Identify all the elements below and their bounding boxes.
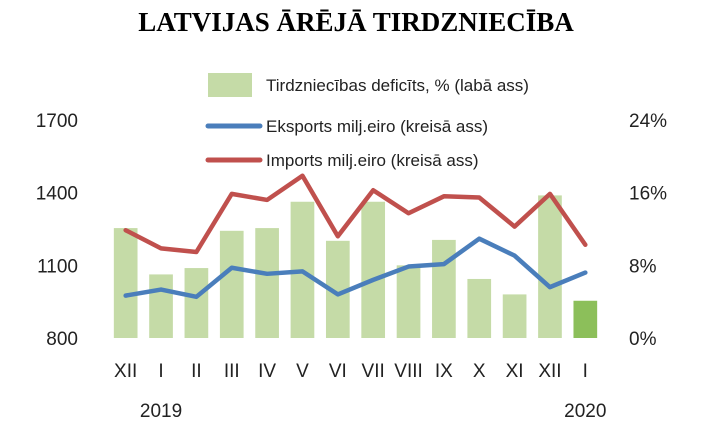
legend-swatch-deficit bbox=[208, 73, 252, 97]
year-label: 2019 bbox=[140, 401, 182, 422]
year-label: 2020 bbox=[564, 401, 606, 422]
left-tick-label: 1700 bbox=[36, 111, 78, 132]
x-tick-label: I bbox=[583, 361, 588, 382]
legend: Tirdzniecības deficīts, % (labā ass) Eksp… bbox=[205, 73, 529, 170]
right-tick-label: 16% bbox=[629, 184, 667, 205]
right-tick-label: 8% bbox=[629, 256, 657, 277]
deficit-bar bbox=[149, 274, 173, 338]
deficit-bar bbox=[432, 239, 456, 338]
left-axis-ticks: 800 1100 1400 1700 bbox=[36, 111, 78, 350]
deficit-bar bbox=[113, 228, 138, 338]
x-tick-label: I bbox=[158, 361, 163, 382]
deficit-bar bbox=[538, 195, 562, 338]
deficit-bar bbox=[325, 240, 350, 338]
deficit-bar bbox=[255, 228, 279, 338]
right-tick-label: 0% bbox=[629, 329, 657, 350]
deficit-bar bbox=[467, 278, 492, 338]
trade-lines bbox=[123, 173, 588, 300]
x-tick-label: XII bbox=[114, 361, 137, 382]
deficit-bars bbox=[113, 195, 598, 338]
x-tick-label: III bbox=[224, 361, 240, 382]
deficit-bar bbox=[502, 294, 527, 338]
year-labels: 2019 2020 bbox=[140, 401, 607, 422]
legend-label: Tirdzniecības deficīts, % (labā ass) bbox=[266, 76, 529, 95]
x-tick-label: IX bbox=[435, 361, 453, 382]
deficit-bar bbox=[184, 268, 209, 338]
x-tick-label: X bbox=[473, 361, 486, 382]
left-tick-label: 1400 bbox=[36, 184, 78, 205]
legend-label: Eksports milj.eiro (kreisā ass) bbox=[266, 117, 488, 136]
left-tick-label: 1100 bbox=[37, 256, 78, 277]
right-tick-label: 24% bbox=[629, 111, 667, 132]
x-tick-label: XI bbox=[506, 361, 524, 382]
x-tick-label: XII bbox=[538, 361, 561, 382]
deficit-bar bbox=[396, 265, 421, 338]
x-tick-label: VI bbox=[329, 361, 347, 382]
x-tick-label: II bbox=[191, 361, 202, 382]
x-axis-ticks: XII I II III IV V VI VII VIII IX X XI XII I bbox=[114, 361, 588, 382]
exports-line bbox=[123, 236, 588, 300]
x-tick-label: IV bbox=[258, 361, 276, 382]
x-tick-label: V bbox=[296, 361, 309, 382]
deficit-bar bbox=[219, 230, 244, 338]
x-tick-label: VII bbox=[362, 361, 385, 382]
chart-title: LATVIJAS ĀRĒJĀ TIRDZNIECĪBA bbox=[138, 7, 574, 37]
deficit-bar bbox=[573, 300, 598, 338]
right-axis-ticks: 0% 8% 16% 24% bbox=[629, 111, 667, 350]
imports-line bbox=[123, 173, 588, 255]
x-tick-label: VIII bbox=[394, 361, 423, 382]
deficit-bar bbox=[361, 201, 386, 338]
left-tick-label: 800 bbox=[46, 329, 78, 350]
legend-label: Imports milj.eiro (kreisā ass) bbox=[266, 151, 479, 170]
